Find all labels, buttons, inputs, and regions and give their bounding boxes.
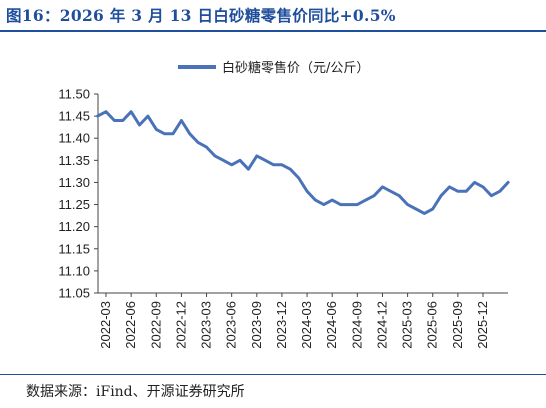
data-point [331,198,334,202]
data-point [113,119,116,122]
source-note: 数据来源：iFind、开源证券研究所 [26,384,245,400]
x-axis: 2022-03 2022-06 2022-09 2022-12 2023-03 2023-… [98,292,508,349]
data-point [414,207,418,211]
data-point [121,119,125,122]
y-tick-label: 11.15 [58,241,90,256]
data-point [155,128,158,131]
data-point [314,198,317,202]
x-tick-label: 2025-12 [475,301,490,349]
data-point [347,203,351,206]
data-point [104,110,108,113]
data-point [439,194,443,197]
data-point [406,203,409,206]
y-tick-label: 11.45 [58,109,90,124]
data-point [339,203,342,206]
data-point [272,163,275,166]
x-tick-label: 2024-12 [374,301,389,349]
data-point [171,132,175,135]
x-tick-label: 2025-06 [425,301,440,349]
data-point [138,123,141,127]
legend-label: 白砂糖零售价（元/公斤） [222,60,369,76]
y-tick-label: 11.30 [58,175,90,190]
x-tick-label: 2025-03 [400,301,415,349]
y-tick-label: 11.50 [58,87,90,102]
data-point [280,163,284,166]
data-point [498,190,501,193]
series-line-sugar-price [96,110,510,215]
x-tick-label: 2024-03 [299,301,314,349]
data-point [129,110,133,113]
data-point [230,163,233,166]
y-tick-label: 11.25 [58,197,90,212]
data-point [423,212,426,215]
data-point [448,185,451,189]
x-tick-label: 2023-03 [199,301,214,349]
data-point [389,190,392,193]
data-point [322,203,325,206]
data-point [238,159,242,162]
x-tick-label: 2025-09 [450,301,465,349]
data-point [222,159,225,162]
line-chart: 白砂糖零售价（元/公斤） 11.0511.1011.1511.2011.2511… [58,60,510,349]
data-point [381,185,384,189]
x-tick-label: 2023-06 [224,301,239,349]
x-tick-label: 2022-06 [123,301,138,349]
x-tick-label: 2024-06 [324,301,339,349]
data-point [247,168,250,171]
data-point [465,190,468,193]
y-tick-label: 11.05 [58,286,90,301]
data-point [197,141,200,144]
figure-title: 图16：2026 年 3 月 13 日白砂糖零售价同比+0.5% [6,6,396,25]
data-point [506,181,510,184]
data-point [96,114,99,118]
y-tick-label: 11.35 [58,153,90,168]
x-tick-label: 2023-12 [274,301,289,349]
x-tick-label: 2022-09 [148,301,163,349]
x-tick-label: 2024-09 [349,301,364,349]
data-point [255,154,258,158]
data-point [372,194,376,197]
data-point [364,198,367,202]
data-point [264,159,267,162]
y-tick-label: 11.40 [58,131,90,146]
title-divider [0,30,546,32]
data-point [481,185,485,189]
data-point [305,190,309,193]
y-tick-label: 11.20 [58,219,90,234]
y-axis: 11.05 11.10 11.15 11.20 11.25 11.30 11.35 11.40… [58,87,99,301]
x-tick-label: 2023-09 [249,301,264,349]
y-tick-label: 11.10 [58,263,90,278]
plot-area [96,110,510,215]
data-point [205,145,208,149]
data-point [289,168,292,171]
data-point [213,154,217,158]
data-point [356,203,359,206]
data-point [146,114,150,118]
data-point [180,119,183,122]
data-point [188,132,191,135]
chart-legend: 白砂糖零售价（元/公斤） [178,60,369,76]
data-point [473,181,476,184]
data-point [297,176,300,180]
data-point [490,194,493,197]
data-point [456,190,460,193]
data-point [431,207,434,211]
data-point [163,132,166,135]
data-point [398,194,401,197]
x-tick-label: 2022-12 [173,301,188,349]
source-divider [0,374,546,375]
x-tick-label: 2022-03 [98,301,113,349]
